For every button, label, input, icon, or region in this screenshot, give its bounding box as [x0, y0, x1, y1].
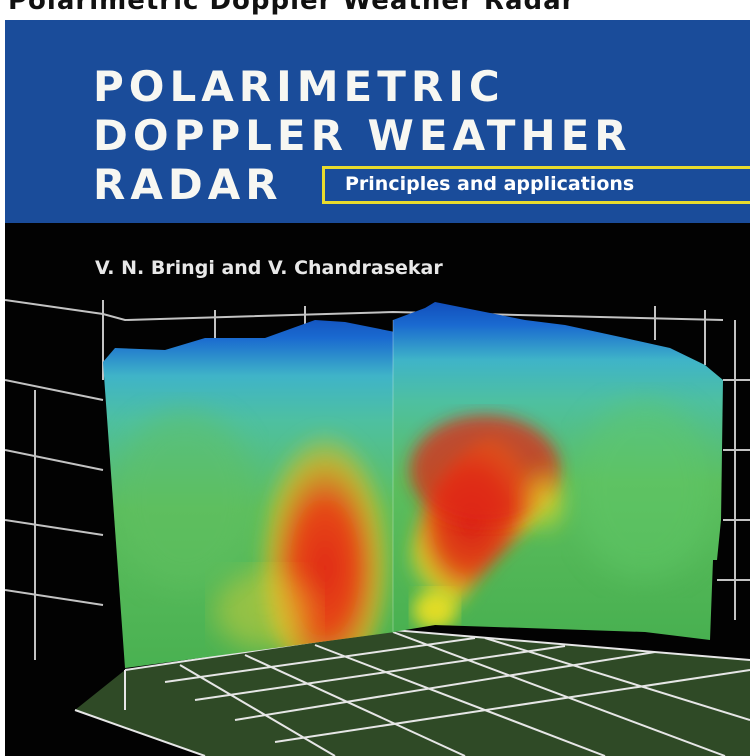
- radar-3d-volume-plot-icon: [5, 299, 750, 756]
- title-banner: [5, 20, 750, 223]
- subtitle-box: Principles and applications: [322, 166, 750, 204]
- title-line-2: DOPPLER WEATHER: [93, 111, 632, 160]
- top-cropped-header: Polarimetric Doppler Weather Radar: [0, 0, 750, 20]
- book-cover: POLARIMETRIC DOPPLER WEATHER RADAR Princ…: [5, 20, 750, 756]
- title-line-1: POLARIMETRIC: [93, 62, 505, 111]
- book-subtitle: Principles and applications: [345, 173, 635, 195]
- book-title: POLARIMETRIC DOPPLER WEATHER RADAR: [93, 62, 632, 209]
- book-authors: V. N. Bringi and V. Chandrasekar: [95, 257, 443, 279]
- cropped-title-text: Polarimetric Doppler Weather Radar: [8, 0, 576, 16]
- title-line-3: RADAR: [93, 160, 283, 209]
